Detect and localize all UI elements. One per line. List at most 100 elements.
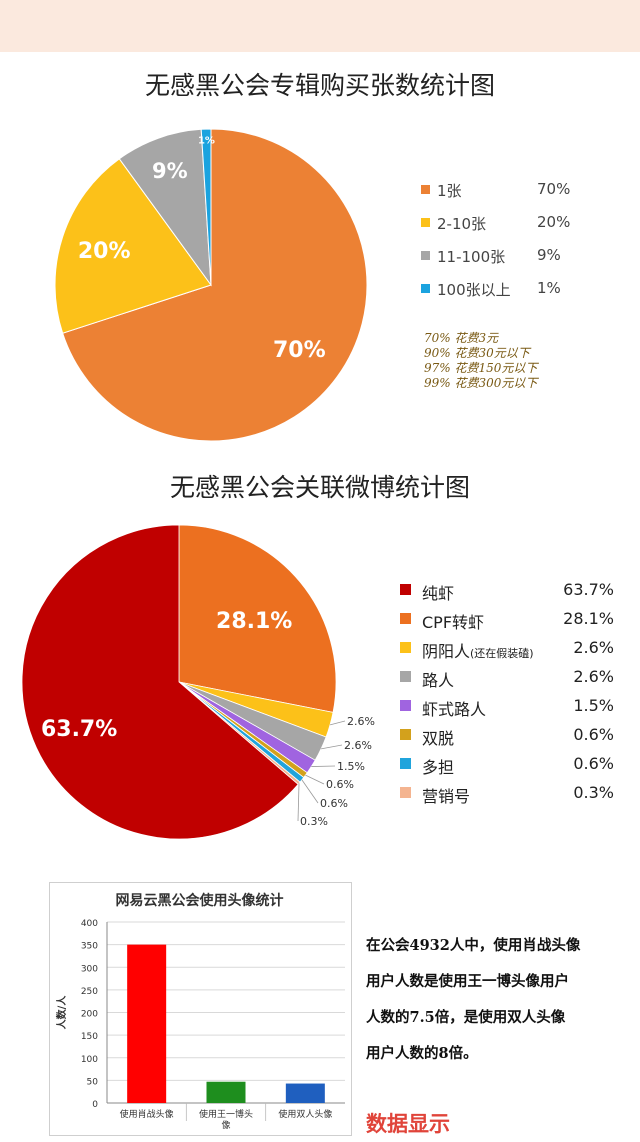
cost-note: 70% 花费3元 [424, 331, 499, 345]
pie2-legend: 纯虾 63.7% CPF转虾 28.1% 阴阳人(还在假装磕) 2.6% 路人 2.6% 虾式路… [400, 580, 616, 812]
bar [127, 944, 167, 1103]
summary-line: 用户人数是使用王一博头像用户 [366, 973, 569, 990]
legend-label: 营销号 [422, 787, 471, 806]
legend-swatch [400, 700, 411, 711]
legend-label: 2-10张 [437, 215, 487, 233]
pie1-slice [54, 158, 212, 334]
legend-item: 100张以上 1% [421, 279, 571, 312]
legend-value: 9% [537, 246, 561, 264]
legend-value: 70% [537, 180, 571, 198]
x-tick-label-line: 像 [221, 1119, 230, 1131]
legend-value: 1% [537, 279, 561, 297]
summary-text: 在公会4932人中，使用肖战头像 用户人数是使用王一博头像用户 人数的7.5倍，… [366, 928, 634, 1072]
pie2-title: 无感黑公会关联微博统计图 [169, 473, 470, 502]
y-tick-label: 100 [81, 1055, 98, 1065]
pie2-slice [21, 524, 299, 840]
pie1-data-label: 20% [78, 239, 131, 264]
legend-value: 0.3% [573, 783, 614, 802]
pie1-data-label: 70% [273, 338, 326, 363]
legend-label: CPF转虾 [422, 613, 485, 632]
summary-line: 用户人数的8倍。 [366, 1045, 478, 1062]
pie2-data-label: 2.6% [347, 715, 375, 728]
legend-swatch [421, 185, 430, 194]
legend-label: 双脱 [422, 729, 455, 748]
legend-item: 纯虾 63.7% [400, 580, 616, 609]
pie1-cost-notes: 70% 花费3元 90% 花费30元以下 97% 花费150元以下 99% 花费… [424, 331, 537, 391]
pie2-data-label: 0.3% [300, 815, 328, 828]
summary-line: 人数的7.5倍，是使用双人头像 [366, 1009, 566, 1026]
pie2-slice [178, 524, 337, 713]
x-tick-label: 使用肖战头像 [120, 1108, 174, 1120]
y-tick-label: 150 [81, 1032, 98, 1042]
legend-label: 阴阳人(还在假装磕) [422, 642, 534, 661]
pie2-data-label: 2.6% [344, 739, 372, 752]
y-tick-label: 50 [87, 1077, 99, 1087]
legend-label: 路人 [422, 671, 455, 690]
y-axis-label: 人数/人 [55, 995, 68, 1030]
legend-item: 路人 2.6% [400, 667, 616, 696]
legend-value: 28.1% [563, 609, 614, 628]
pie1-chart: 70% 20% 9% 1% [54, 128, 368, 442]
bar [206, 1081, 246, 1103]
pie2-data-label: 63.7% [41, 717, 117, 742]
legend-label: 1张 [437, 182, 462, 200]
pie2-leader-line [305, 774, 325, 785]
x-tick-label-line: 使用王一博头 [199, 1108, 253, 1120]
legend-value: 2.6% [573, 638, 614, 657]
legend-value: 0.6% [573, 754, 614, 773]
legend-item: 2-10张 20% [421, 213, 571, 246]
pie2-leader-line [320, 744, 343, 750]
cost-note: 97% 花费150元以下 [424, 361, 538, 375]
cost-note: 90% 花费30元以下 [424, 346, 530, 360]
legend-item: CPF转虾 28.1% [400, 609, 616, 638]
legend-item: 阴阳人(还在假装磕) 2.6% [400, 638, 616, 667]
pie1-legend: 1张 70% 2-10张 20% 11-100张 9% 100张以上 1% [421, 180, 571, 312]
pie2-data-label: 28.1% [216, 609, 292, 634]
legend-swatch [400, 584, 411, 595]
legend-swatch [400, 787, 411, 798]
pie1-data-label: 9% [152, 159, 188, 183]
pie2-leader-line [297, 783, 300, 822]
legend-swatch [400, 729, 411, 740]
legend-swatch [400, 642, 411, 653]
legend-label: 多担 [422, 758, 455, 777]
y-tick-label: 200 [81, 1010, 98, 1020]
legend-item: 多担 0.6% [400, 754, 616, 783]
bar [285, 1083, 325, 1103]
legend-value: 20% [537, 213, 571, 231]
pie1-title: 无感黑公会专辑购买张数统计图 [144, 71, 495, 100]
y-tick-label: 0 [92, 1100, 98, 1110]
y-tick-label: 400 [81, 919, 98, 929]
legend-label-note: (还在假装磕) [470, 647, 534, 660]
top-band [0, 0, 640, 52]
pie2-leader-line [301, 779, 319, 804]
legend-item: 11-100张 9% [421, 246, 571, 279]
pie1-slice [62, 128, 368, 442]
cost-note: 99% 花费300元以下 [424, 376, 538, 390]
pie2-data-label: 0.6% [320, 797, 348, 810]
pie2-leader-line [329, 720, 346, 726]
legend-item: 双脱 0.6% [400, 725, 616, 754]
pie2-leader-line [311, 765, 336, 767]
legend-label: 虾式路人 [422, 700, 487, 719]
legend-swatch [421, 251, 430, 260]
legend-swatch [400, 671, 411, 682]
legend-swatch [421, 284, 430, 293]
legend-value: 1.5% [573, 696, 614, 715]
legend-swatch [400, 613, 411, 624]
legend-item: 1张 70% [421, 180, 571, 213]
footer-heading: 数据显示 [366, 1112, 450, 1136]
legend-label: 11-100张 [437, 248, 506, 266]
y-tick-label: 350 [81, 942, 98, 952]
legend-value: 0.6% [573, 725, 614, 744]
legend-item: 营销号 0.3% [400, 783, 616, 812]
legend-value: 2.6% [573, 667, 614, 686]
legend-value: 63.7% [563, 580, 614, 599]
bar-chart-title: 网易云黑公会使用头像统计 [115, 893, 284, 909]
pie2-data-label: 0.6% [326, 778, 354, 791]
legend-label: 100张以上 [437, 281, 511, 299]
pie1-slice [118, 128, 212, 287]
x-tick-label: 使用王一博头像 [199, 1108, 253, 1131]
legend-label: 纯虾 [422, 584, 455, 603]
